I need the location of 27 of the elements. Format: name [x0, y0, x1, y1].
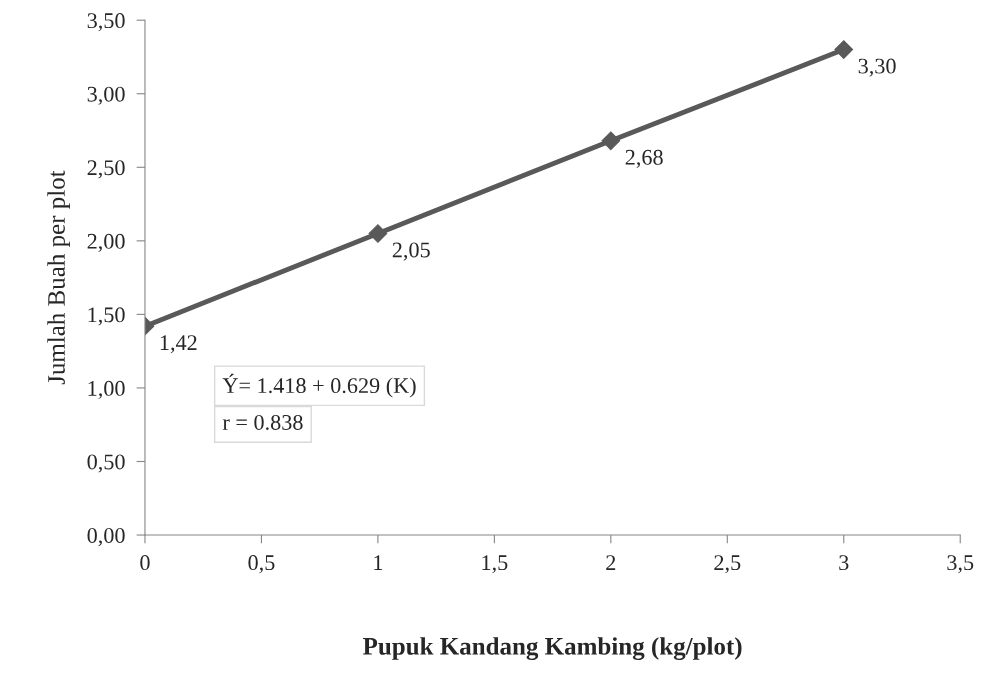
y-tick-label: 3,00 — [87, 86, 125, 105]
y-tick-label: 3,50 — [87, 13, 125, 32]
x-tick-label: 1 — [374, 555, 383, 570]
x-tick-label: 0 — [140, 555, 150, 571]
x-tick-label: 3,5 — [947, 555, 974, 574]
x-axis-title: Pupuk Kandang Kambing (kg/plot) — [363, 637, 742, 660]
x-tick-label: 2,5 — [714, 555, 741, 574]
y-tick-label: 1,50 — [88, 307, 125, 326]
annotation: Ý= 1.418 + 0.629 (K) — [222, 373, 416, 398]
x-tick-label: 0,5 — [248, 555, 275, 574]
x-tick-label: 1,5 — [482, 555, 508, 574]
x-tick-label: 3 — [839, 555, 849, 571]
annotation: r = 0.838 — [222, 414, 303, 430]
data-label: 2,05 — [392, 242, 430, 261]
data-label: 2,68 — [625, 149, 663, 168]
y-tick-label: 2,00 — [87, 233, 125, 252]
y-tick-label: 0,50 — [87, 454, 125, 473]
data-label: 3,30 — [858, 58, 896, 77]
y-axis-title: Jumlah Buah per plot — [47, 170, 70, 385]
point — [601, 131, 621, 151]
y-tick-label: 2,50 — [87, 160, 125, 179]
point — [368, 224, 388, 243]
data-label: 1,42 — [160, 335, 197, 354]
point — [834, 40, 854, 59]
x-tick-label: 2 — [606, 555, 616, 570]
y-tick-label: 1,00 — [88, 380, 125, 400]
y-tick-label: 0,00 — [87, 527, 125, 547]
